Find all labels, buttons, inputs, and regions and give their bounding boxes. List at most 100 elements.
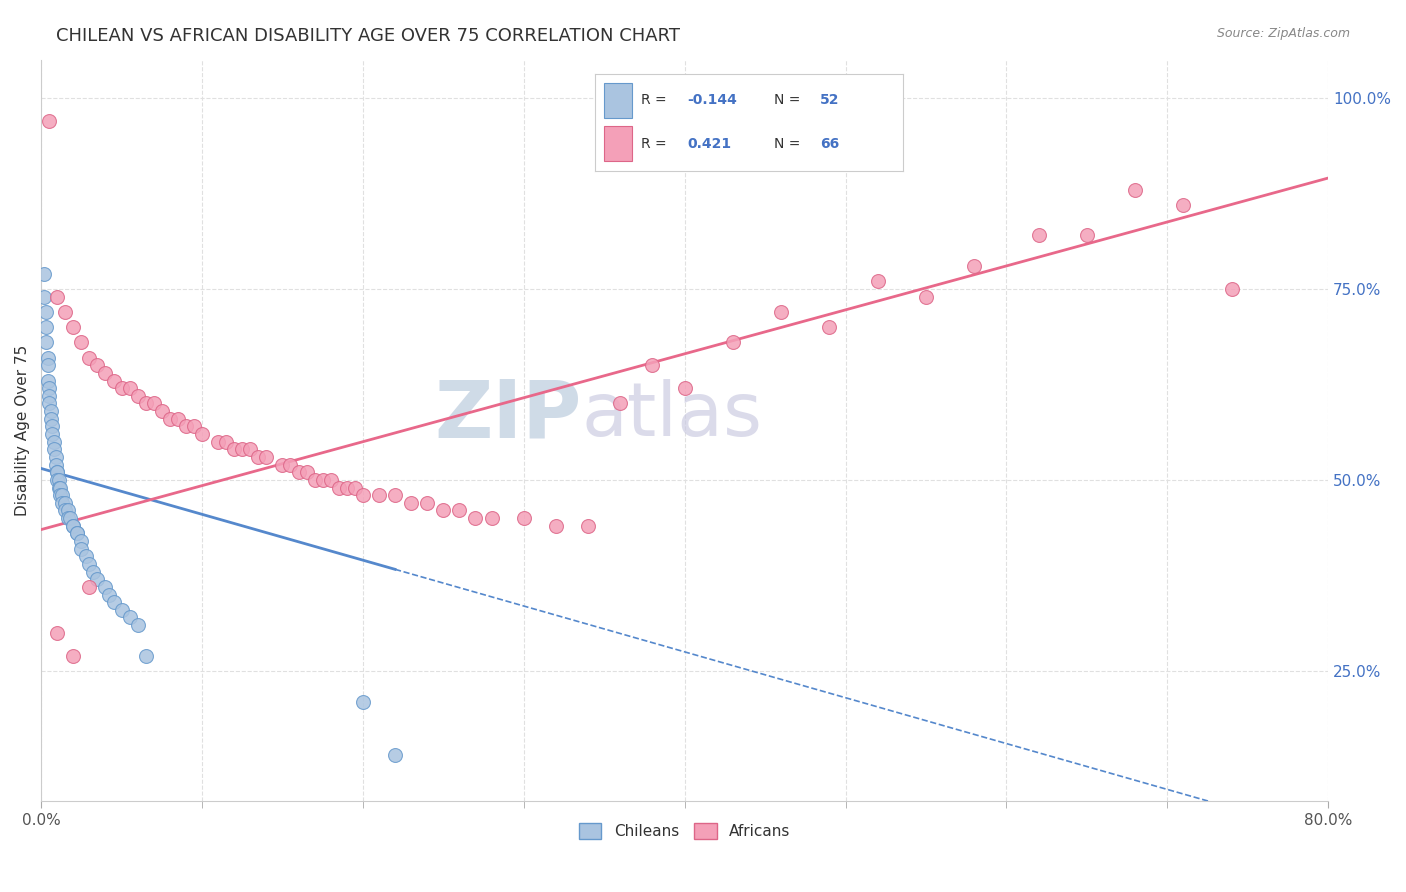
Point <box>37 351 59 365</box>
Point <box>45 458 67 472</box>
Point <box>35 320 58 334</box>
Point <box>254 450 277 464</box>
Point <box>416 496 439 510</box>
Point <box>70 534 93 549</box>
Point <box>818 320 841 334</box>
Point <box>38 381 60 395</box>
Point <box>183 419 205 434</box>
Point <box>399 496 422 510</box>
Point <box>51 488 73 502</box>
Point <box>48 481 70 495</box>
Point <box>41 427 63 442</box>
Point <box>58 511 80 525</box>
Point <box>384 488 406 502</box>
Text: atlas: atlas <box>582 379 762 452</box>
Point <box>49 488 72 502</box>
Point <box>39 404 62 418</box>
Point <box>770 305 793 319</box>
Point <box>287 465 309 479</box>
Point <box>1123 182 1146 196</box>
Point <box>42 442 65 457</box>
Point <box>35 335 58 350</box>
Point <box>51 496 73 510</box>
Point <box>75 549 97 564</box>
Point <box>319 473 342 487</box>
Point <box>174 419 197 434</box>
Point <box>65 526 87 541</box>
Point <box>135 648 157 663</box>
Point <box>963 259 986 273</box>
Point <box>45 450 67 464</box>
Point <box>38 389 60 403</box>
Text: CHILEAN VS AFRICAN DISABILITY AGE OVER 75 CORRELATION CHART: CHILEAN VS AFRICAN DISABILITY AGE OVER 7… <box>56 27 681 45</box>
Point <box>118 610 141 624</box>
Point <box>103 374 125 388</box>
Point <box>544 518 567 533</box>
Point <box>915 289 938 303</box>
Point <box>46 289 69 303</box>
Point <box>271 458 294 472</box>
Point <box>70 335 93 350</box>
Point <box>135 396 157 410</box>
Point <box>46 625 69 640</box>
Point <box>866 274 889 288</box>
Y-axis label: Disability Age Over 75: Disability Age Over 75 <box>15 344 30 516</box>
Point <box>110 603 132 617</box>
Point <box>721 335 744 350</box>
Point <box>37 359 59 373</box>
Point <box>247 450 270 464</box>
Point <box>207 434 229 449</box>
Point <box>328 481 350 495</box>
Point <box>34 289 56 303</box>
Point <box>48 473 70 487</box>
Point <box>110 381 132 395</box>
Point <box>46 465 69 479</box>
Point <box>70 541 93 556</box>
Point <box>1220 282 1243 296</box>
Point <box>481 511 503 525</box>
Point <box>62 648 84 663</box>
Point <box>384 747 406 762</box>
Point <box>295 465 318 479</box>
Legend: Chileans, Africans: Chileans, Africans <box>572 817 797 845</box>
Point <box>53 503 76 517</box>
Point <box>352 694 374 708</box>
Point <box>311 473 333 487</box>
Point <box>166 411 188 425</box>
Point <box>41 419 63 434</box>
Point <box>191 427 214 442</box>
Point <box>79 580 101 594</box>
Point <box>304 473 326 487</box>
Point <box>53 305 76 319</box>
Point <box>1028 228 1050 243</box>
Point <box>127 618 149 632</box>
Point <box>239 442 262 457</box>
Point <box>58 503 80 517</box>
Point <box>231 442 253 457</box>
Point <box>79 557 101 571</box>
Text: ZIP: ZIP <box>434 376 582 454</box>
Point <box>224 442 246 457</box>
Point <box>86 359 108 373</box>
Point <box>215 434 238 449</box>
Point <box>142 396 165 410</box>
Point <box>609 396 631 410</box>
Point <box>641 359 664 373</box>
Point <box>62 518 84 533</box>
Point <box>59 511 82 525</box>
Point <box>127 389 149 403</box>
Point <box>1173 198 1195 212</box>
Text: Source: ZipAtlas.com: Source: ZipAtlas.com <box>1216 27 1350 40</box>
Point <box>159 411 181 425</box>
Point <box>576 518 599 533</box>
Point <box>97 588 120 602</box>
Point <box>352 488 374 502</box>
Point <box>464 511 486 525</box>
Point <box>82 565 104 579</box>
Point <box>79 351 101 365</box>
Point <box>118 381 141 395</box>
Point <box>39 411 62 425</box>
Point <box>86 572 108 586</box>
Point <box>53 496 76 510</box>
Point <box>34 267 56 281</box>
